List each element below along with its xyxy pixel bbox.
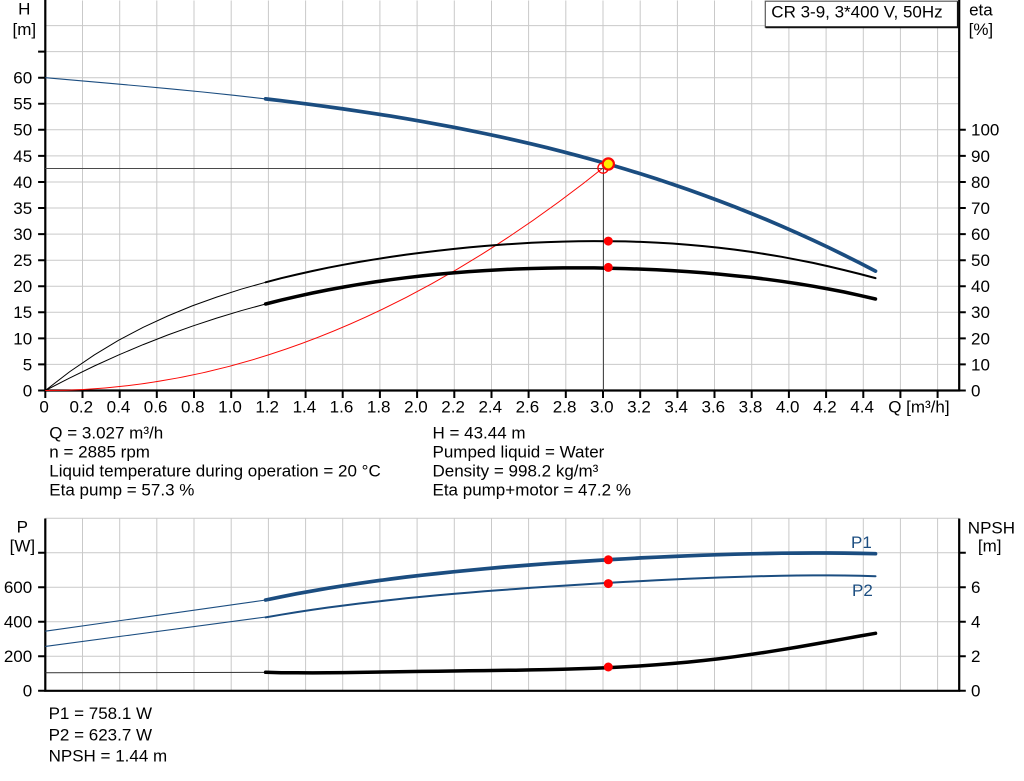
svg-text:70: 70 xyxy=(971,199,990,218)
svg-text:90: 90 xyxy=(971,147,990,166)
svg-text:50: 50 xyxy=(13,121,32,140)
svg-text:2.2: 2.2 xyxy=(441,398,465,417)
svg-text:6: 6 xyxy=(971,578,980,597)
svg-text:0.4: 0.4 xyxy=(107,398,131,417)
svg-text:2.8: 2.8 xyxy=(553,398,577,417)
svg-text:2.6: 2.6 xyxy=(516,398,540,417)
svg-text:Eta pump+motor = 47.2 %: Eta pump+motor = 47.2 % xyxy=(433,481,631,500)
svg-text:CR 3-9, 3*400 V, 50Hz: CR 3-9, 3*400 V, 50Hz xyxy=(771,2,942,21)
svg-text:80: 80 xyxy=(971,173,990,192)
svg-text:40: 40 xyxy=(971,277,990,296)
svg-text:Q = 3.027 m³/h: Q = 3.027 m³/h xyxy=(49,424,163,443)
svg-text:3.2: 3.2 xyxy=(627,398,651,417)
svg-text:60: 60 xyxy=(971,225,990,244)
svg-text:200: 200 xyxy=(4,647,32,666)
svg-text:60: 60 xyxy=(13,69,32,88)
svg-text:55: 55 xyxy=(13,95,32,114)
svg-text:30: 30 xyxy=(971,303,990,322)
svg-text:0: 0 xyxy=(971,682,980,701)
svg-text:NPSH = 1.44 m: NPSH = 1.44 m xyxy=(49,746,168,765)
svg-text:P1 = 758.1 W: P1 = 758.1 W xyxy=(49,704,152,723)
svg-text:35: 35 xyxy=(13,199,32,218)
svg-text:0: 0 xyxy=(23,682,32,701)
svg-text:[m]: [m] xyxy=(978,536,1002,555)
svg-text:2: 2 xyxy=(971,647,980,666)
svg-text:25: 25 xyxy=(13,251,32,270)
svg-text:1.8: 1.8 xyxy=(367,398,391,417)
svg-text:[%]: [%] xyxy=(969,20,994,39)
svg-text:4.0: 4.0 xyxy=(776,398,800,417)
svg-text:Eta pump = 57.3 %: Eta pump = 57.3 % xyxy=(49,481,194,500)
svg-text:100: 100 xyxy=(971,121,999,140)
svg-text:1.2: 1.2 xyxy=(255,398,279,417)
svg-text:0.8: 0.8 xyxy=(181,398,205,417)
svg-text:P2: P2 xyxy=(852,581,873,600)
svg-text:[W]: [W] xyxy=(10,536,36,555)
svg-text:H: H xyxy=(18,0,30,19)
svg-text:0: 0 xyxy=(971,381,980,400)
svg-text:50: 50 xyxy=(971,251,990,270)
svg-text:15: 15 xyxy=(13,303,32,322)
svg-text:n = 2885 rpm: n = 2885 rpm xyxy=(49,443,150,462)
svg-text:20: 20 xyxy=(13,277,32,296)
svg-text:600: 600 xyxy=(4,578,32,597)
svg-text:[m]: [m] xyxy=(12,20,36,39)
svg-text:2.4: 2.4 xyxy=(478,398,502,417)
svg-text:Pumped liquid = Water: Pumped liquid = Water xyxy=(433,443,605,462)
svg-text:3.4: 3.4 xyxy=(664,398,688,417)
svg-text:4: 4 xyxy=(971,613,980,632)
svg-text:P: P xyxy=(17,518,28,537)
svg-text:3.0: 3.0 xyxy=(590,398,614,417)
svg-text:45: 45 xyxy=(13,147,32,166)
svg-text:P2 = 623.7 W: P2 = 623.7 W xyxy=(49,725,152,744)
svg-text:4.4: 4.4 xyxy=(850,398,874,417)
svg-text:0: 0 xyxy=(23,381,32,400)
svg-text:2.0: 2.0 xyxy=(404,398,428,417)
svg-text:0.6: 0.6 xyxy=(144,398,168,417)
svg-text:Liquid temperature during oper: Liquid temperature during operation = 20… xyxy=(49,462,380,481)
svg-text:NPSH: NPSH xyxy=(968,519,1015,538)
svg-text:20: 20 xyxy=(971,329,990,348)
svg-text:40: 40 xyxy=(13,173,32,192)
svg-text:P1: P1 xyxy=(851,533,872,552)
svg-text:Density = 998.2 kg/m³: Density = 998.2 kg/m³ xyxy=(433,462,599,481)
svg-text:4.2: 4.2 xyxy=(813,398,837,417)
svg-text:1.0: 1.0 xyxy=(218,398,242,417)
svg-text:10: 10 xyxy=(13,329,32,348)
svg-text:30: 30 xyxy=(13,225,32,244)
svg-text:Q [m³/h]: Q [m³/h] xyxy=(888,398,949,417)
svg-text:10: 10 xyxy=(971,355,990,374)
svg-text:H = 43.44 m: H = 43.44 m xyxy=(433,424,526,443)
svg-text:1.6: 1.6 xyxy=(330,398,354,417)
svg-text:1.4: 1.4 xyxy=(293,398,317,417)
svg-text:3.6: 3.6 xyxy=(701,398,725,417)
svg-text:3.8: 3.8 xyxy=(739,398,763,417)
svg-text:0.2: 0.2 xyxy=(69,398,93,417)
svg-text:400: 400 xyxy=(4,613,32,632)
svg-text:5: 5 xyxy=(23,355,32,374)
svg-text:0: 0 xyxy=(39,398,48,417)
svg-text:eta: eta xyxy=(969,0,993,19)
